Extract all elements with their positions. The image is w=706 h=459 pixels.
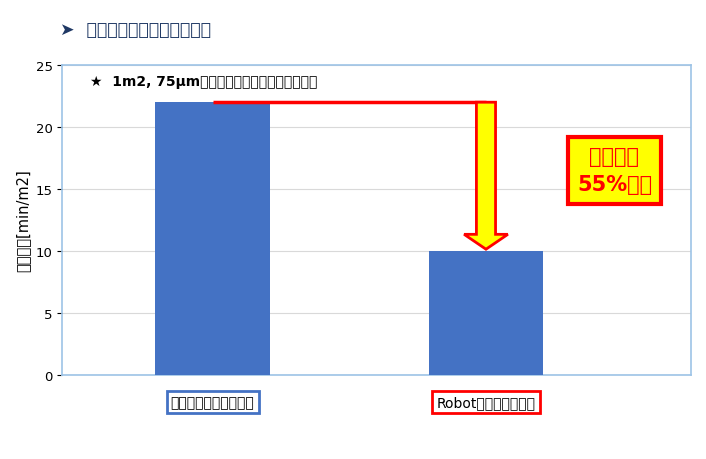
Text: 研磨時間
55%削減: 研磨時間 55%削減 xyxy=(577,147,652,195)
Text: ➤  対象塗膜：航空機用上塗り: ➤ 対象塗膜：航空機用上塗り xyxy=(60,21,211,39)
FancyArrow shape xyxy=(464,103,508,250)
Bar xyxy=(429,252,544,375)
Text: Robot＋電動サンダー: Robot＋電動サンダー xyxy=(436,395,535,409)
Bar xyxy=(155,103,270,375)
Text: ★  1m2, 75μm研磨するのに必要な時間の比較: ★ 1m2, 75μm研磨するのに必要な時間の比較 xyxy=(90,74,317,89)
Text: 手動＋エアーサンダー: 手動＋エアーサンダー xyxy=(171,395,254,409)
Y-axis label: 研磨時間[min/m2]: 研磨時間[min/m2] xyxy=(15,169,30,272)
